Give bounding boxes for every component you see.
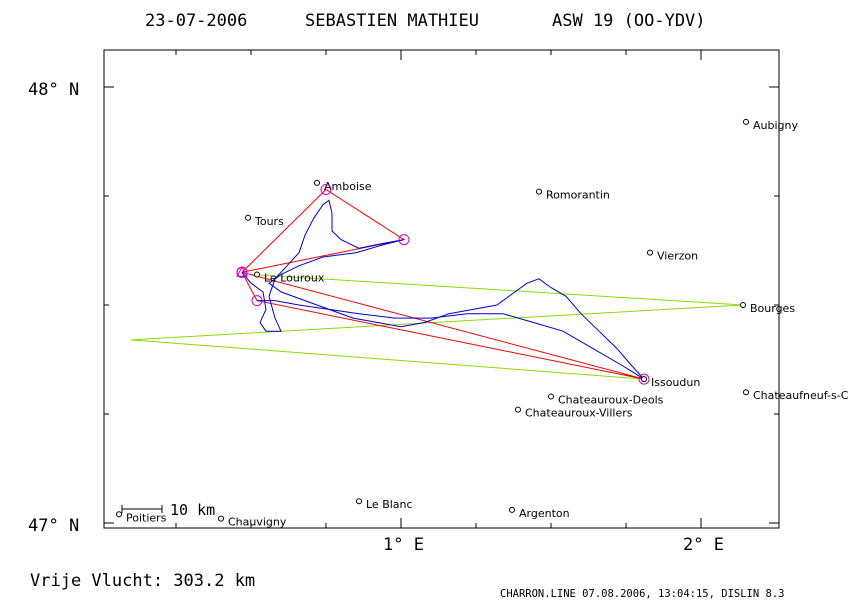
town-label: Chateaufneuf-s-C	[753, 389, 849, 402]
town-label: Chateauroux-Villers	[525, 407, 633, 420]
town-dot	[743, 389, 749, 396]
town-dot	[515, 406, 521, 413]
map-frame	[103, 49, 780, 529]
lon-label-1e: 1° E	[383, 535, 424, 555]
town-label: Romorantin	[546, 189, 610, 202]
flight-date: 23-07-2006	[145, 11, 247, 31]
town-label: Vierzon	[657, 250, 698, 263]
town-markers: Aubigny Amboise Romorantin Tours Vierzon Le L…	[116, 118, 849, 529]
town-label: Chateauroux-Deols	[558, 394, 664, 407]
scale-bar-label: 10 km	[170, 501, 215, 519]
town-dot	[548, 393, 554, 400]
town-label: Argenton	[519, 507, 570, 520]
town-label: Aubigny	[753, 119, 798, 132]
lon-label-2e: 2° E	[683, 535, 724, 555]
town-dot	[116, 511, 122, 518]
town-label: Amboise	[324, 180, 372, 193]
town-dot	[245, 214, 251, 221]
glider-id: ASW 19 (OO-YDV)	[552, 11, 706, 31]
lat-label-48: 48° N	[28, 80, 79, 100]
town-dot	[536, 188, 542, 195]
town-dot	[647, 249, 653, 256]
town-label: Issoudun	[651, 376, 700, 389]
turnpoint-circle	[320, 183, 332, 195]
town-label: Le Louroux	[264, 271, 325, 284]
turnpoint-circle	[398, 234, 410, 246]
turnpoint-circle	[638, 373, 650, 385]
lat-label-47: 47° N	[28, 516, 79, 536]
flight-distance: Vrije Vlucht: 303.2 km	[30, 571, 255, 591]
sector-line	[250, 274, 744, 332]
pilot-name: SEBASTIEN MATHIEU	[305, 11, 479, 31]
town-dot	[743, 118, 749, 125]
town-label: Le Blanc	[366, 498, 413, 511]
town-dot	[356, 498, 362, 505]
town-dot	[509, 506, 515, 513]
turnpoint-markers	[236, 183, 650, 385]
town-label: Bourges	[750, 302, 795, 315]
town-dot	[254, 271, 260, 278]
sector-line	[130, 330, 645, 380]
town-label: Tours	[254, 215, 284, 228]
start-marker	[236, 266, 248, 277]
town-dot	[218, 515, 224, 522]
flight-track	[241, 199, 645, 380]
town-dot	[641, 376, 647, 383]
software-info: CHARRON.LINE 07.08.2006, 13:04:15, DISLI…	[500, 588, 784, 600]
town-label: Poitiers	[126, 511, 167, 524]
town-dot	[314, 179, 320, 186]
scale-bar: 10 km	[121, 501, 215, 519]
axis-ticks	[104, 50, 779, 528]
sector-lines	[130, 274, 744, 380]
town-label: Chauvigny	[228, 516, 287, 529]
town-dot	[740, 302, 746, 308]
track-line	[241, 199, 645, 380]
turnpoint-circle	[251, 295, 263, 307]
